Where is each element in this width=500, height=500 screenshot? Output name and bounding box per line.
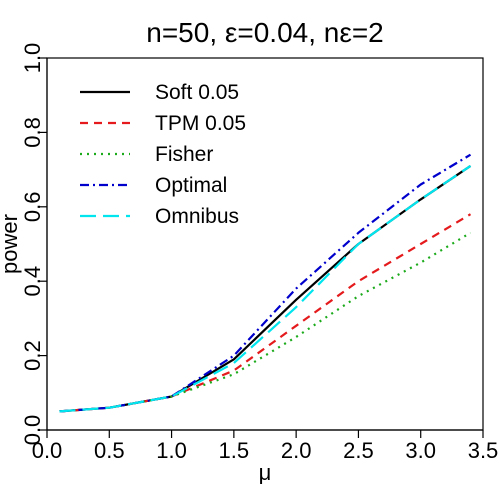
- x-tick-label: 1.0: [156, 438, 187, 463]
- x-tick-label: 0.5: [94, 438, 125, 463]
- plot-frame: [46, 57, 484, 431]
- x-axis: 0.0 0.5 1.0 1.5 2.0 2.5 3.0 3.5: [32, 429, 499, 463]
- y-tick-label: 0.4: [20, 266, 45, 297]
- y-axis-label: power: [0, 214, 22, 274]
- x-tick-label: 3.0: [405, 438, 436, 463]
- y-tick-label: 0.6: [20, 192, 45, 223]
- x-axis-label: μ: [259, 460, 272, 485]
- chart-title: n=50, ε=0.04, nε=2: [146, 17, 384, 48]
- series-optimal-line: [59, 153, 472, 413]
- legend-label-soft-0-05: Soft 0.05: [155, 81, 239, 104]
- series-layer: [59, 153, 472, 413]
- x-tick-label: 1.5: [219, 438, 250, 463]
- x-tick-label: 3.5: [468, 438, 499, 463]
- x-tick-label: 2.5: [343, 438, 374, 463]
- x-tick-label: 2.0: [281, 438, 312, 463]
- legend-label-tpm-0-05: TPM 0.05: [155, 112, 246, 135]
- series-tpm-0-05-line: [59, 213, 472, 413]
- legend: Soft 0.05 TPM 0.05 Fisher Optimal Omnibus: [80, 81, 246, 228]
- series-fisher-line: [59, 231, 472, 413]
- y-tick-label: 0.2: [20, 340, 45, 371]
- y-tick-label: 0.8: [20, 117, 45, 148]
- x-tick-label: 0.0: [32, 438, 63, 463]
- legend-label-optimal: Optimal: [155, 174, 227, 197]
- series-omnibus-line: [59, 164, 472, 413]
- series-soft-0-05-line: [59, 164, 472, 413]
- legend-label-fisher: Fisher: [155, 143, 213, 166]
- legend-label-omnibus: Omnibus: [155, 205, 239, 228]
- y-axis: 0.0 0.2 0.4 0.6 0.8 1.0: [20, 43, 48, 446]
- y-tick-label: 1.0: [20, 43, 45, 74]
- y-tick-label: 0.0: [20, 415, 45, 446]
